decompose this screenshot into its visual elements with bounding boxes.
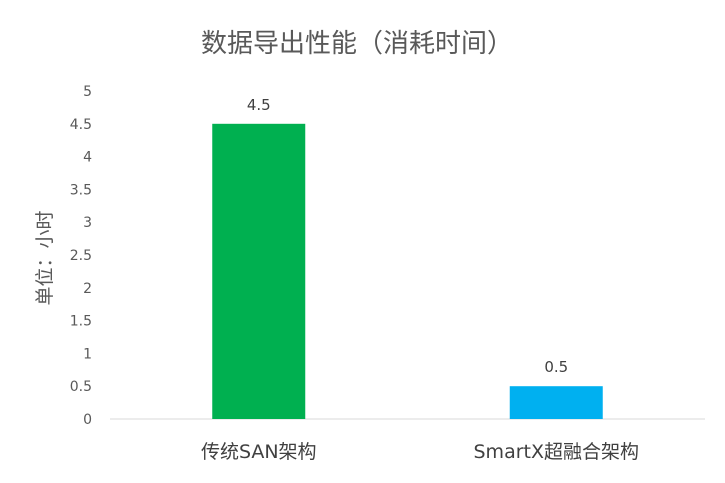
y-tick-label: 3.5: [70, 182, 92, 198]
data-label: 0.5: [544, 358, 568, 376]
y-tick-label: 1.5: [70, 314, 92, 330]
y-axis-ticks: 0 0.5 1 1.5 2 2.5 3 3.5 4 4.5 5: [70, 84, 92, 428]
y-tick-label: 2.5: [70, 248, 92, 264]
y-tick-label: 0.5: [70, 379, 92, 395]
bar: [212, 123, 306, 420]
y-axis-label: 单位：小时: [34, 210, 56, 305]
y-tick-label: 0: [83, 412, 92, 428]
bars: [212, 123, 603, 420]
y-tick-label: 5: [83, 84, 92, 100]
y-tick-label: 1: [83, 346, 92, 362]
y-tick-label: 4: [83, 150, 92, 166]
data-labels: 4.5 0.5: [247, 96, 568, 376]
y-tick-label: 2: [83, 281, 92, 297]
x-category-label: SmartX超融合架构: [474, 441, 640, 463]
chart-title: 数据导出性能（消耗时间）: [201, 29, 513, 59]
bar: [509, 386, 603, 419]
x-category-label: 传统SAN架构: [201, 441, 317, 463]
y-tick-label: 4.5: [70, 117, 92, 133]
data-label: 4.5: [247, 96, 271, 114]
x-axis-categories: 传统SAN架构 SmartX超融合架构: [201, 441, 639, 463]
y-tick-label: 3: [83, 215, 92, 231]
